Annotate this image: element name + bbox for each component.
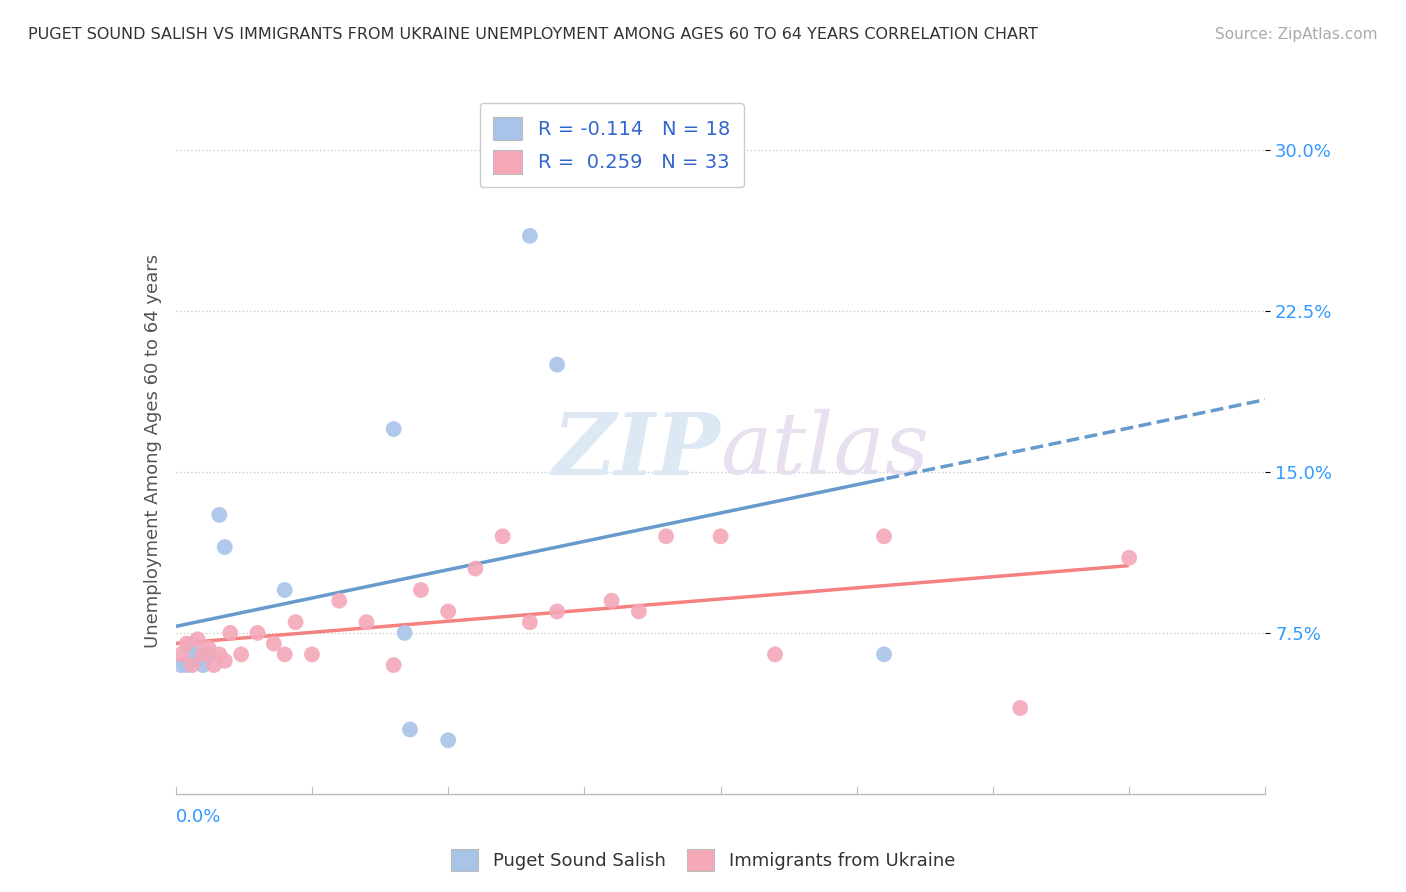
Legend: Puget Sound Salish, Immigrants from Ukraine: Puget Sound Salish, Immigrants from Ukra… — [444, 842, 962, 879]
Point — [246, 626, 269, 640]
Point — [181, 648, 204, 662]
Point — [328, 593, 350, 607]
Point — [356, 615, 378, 630]
Point — [873, 648, 896, 662]
Point — [546, 358, 568, 372]
Point — [437, 733, 460, 747]
Point — [301, 648, 323, 662]
Point — [284, 615, 307, 630]
Point — [208, 648, 231, 662]
Point — [437, 604, 460, 618]
Y-axis label: Unemployment Among Ages 60 to 64 years: Unemployment Among Ages 60 to 64 years — [143, 253, 162, 648]
Point — [214, 540, 236, 554]
Point — [191, 648, 214, 662]
Legend: R = -0.114   N = 18, R =  0.259   N = 33: R = -0.114 N = 18, R = 0.259 N = 33 — [479, 103, 744, 187]
Text: PUGET SOUND SALISH VS IMMIGRANTS FROM UKRAINE UNEMPLOYMENT AMONG AGES 60 TO 64 Y: PUGET SOUND SALISH VS IMMIGRANTS FROM UK… — [28, 27, 1038, 42]
Point — [274, 582, 297, 597]
Point — [170, 658, 193, 673]
Point — [263, 637, 285, 651]
Point — [219, 626, 242, 640]
Point — [191, 658, 214, 673]
Text: Source: ZipAtlas.com: Source: ZipAtlas.com — [1215, 27, 1378, 42]
Point — [186, 632, 209, 647]
Point — [382, 658, 405, 673]
Point — [763, 648, 786, 662]
Point — [1010, 701, 1032, 715]
Point — [202, 658, 225, 673]
Point — [191, 648, 214, 662]
Point — [600, 593, 623, 607]
Point — [546, 604, 568, 618]
Point — [214, 654, 236, 668]
Point — [181, 637, 204, 651]
Point — [519, 615, 541, 630]
Point — [231, 648, 253, 662]
Point — [655, 529, 678, 543]
Text: ZIP: ZIP — [553, 409, 721, 492]
Point — [627, 604, 650, 618]
Point — [519, 228, 541, 243]
Point — [409, 582, 432, 597]
Point — [382, 422, 405, 436]
Point — [394, 626, 416, 640]
Text: 0.0%: 0.0% — [176, 807, 221, 826]
Text: atlas: atlas — [721, 409, 929, 491]
Point — [710, 529, 733, 543]
Point — [197, 648, 219, 662]
Point — [208, 508, 231, 522]
Point — [170, 648, 193, 662]
Point — [1118, 550, 1140, 565]
Point — [176, 658, 198, 673]
Point — [464, 561, 486, 575]
Point — [274, 648, 297, 662]
Point — [197, 640, 219, 655]
Point — [399, 723, 422, 737]
Point — [181, 658, 204, 673]
Point — [186, 654, 209, 668]
Point — [873, 529, 896, 543]
Point — [492, 529, 515, 543]
Point — [176, 637, 198, 651]
